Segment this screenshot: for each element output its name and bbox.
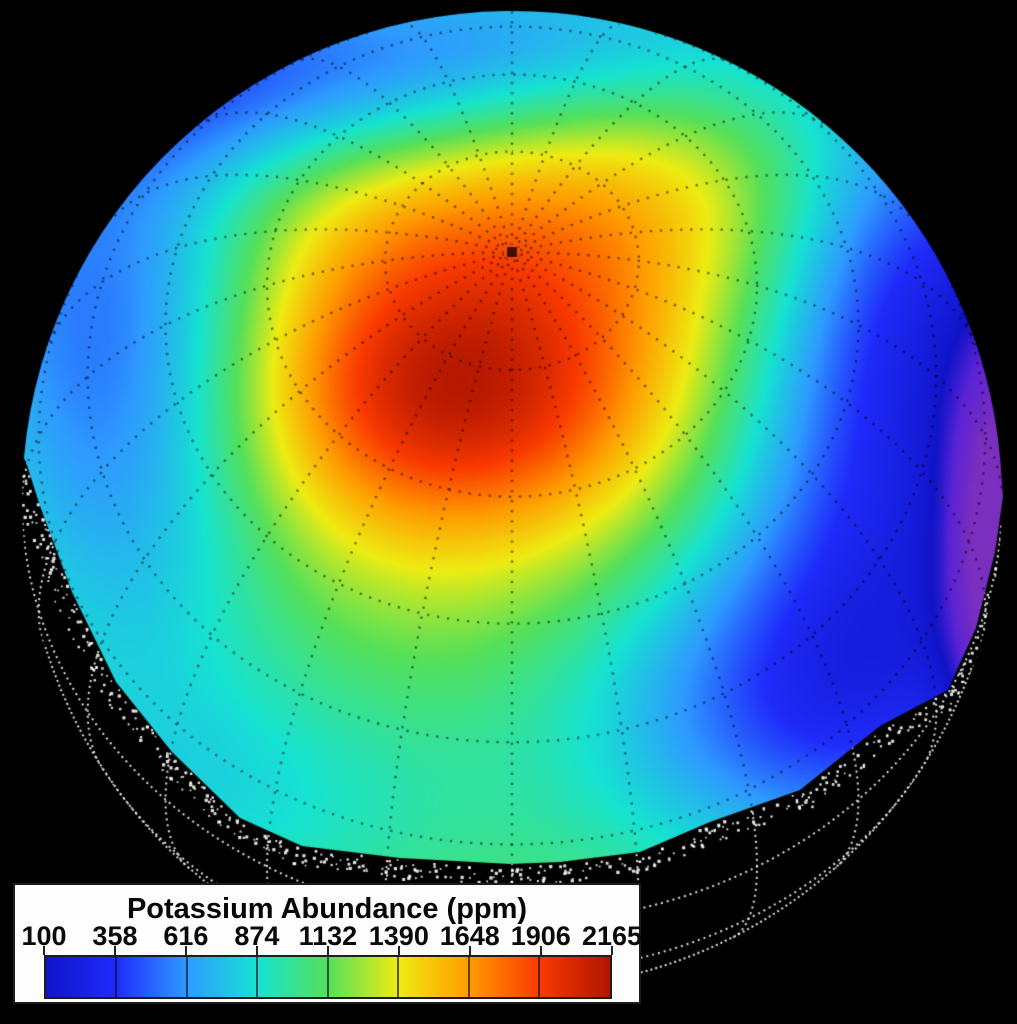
colorbar-tick-mark: [611, 946, 613, 955]
colorbar-segment-divider: [397, 957, 400, 997]
colorbar-segment-divider: [467, 957, 470, 997]
colorbar-gradient: [44, 955, 612, 999]
colorbar-tick-mark: [113, 946, 116, 955]
colorbar-segment-divider: [538, 957, 541, 997]
legend-title: Potassium Abundance (ppm): [126, 893, 528, 925]
colorbar-tick-mark: [468, 946, 471, 955]
colorbar-tick-mark: [397, 946, 400, 955]
colorbar-tick-mark: [184, 946, 187, 955]
colorbar-segment-divider: [115, 957, 118, 997]
colorbar-tick-mark: [255, 946, 258, 955]
colorbar-segment-divider: [326, 957, 329, 997]
colorbar-segment-divider: [185, 957, 188, 997]
colorbar-tick-mark: [326, 946, 329, 955]
colorbar-tick-mark: [539, 946, 542, 955]
colorbar-tick-mark: [43, 946, 45, 955]
colorbar-legend: Potassium Abundance (ppm) 100 358 616 874 11…: [13, 883, 642, 1004]
colorbar-segment-divider: [256, 957, 259, 997]
